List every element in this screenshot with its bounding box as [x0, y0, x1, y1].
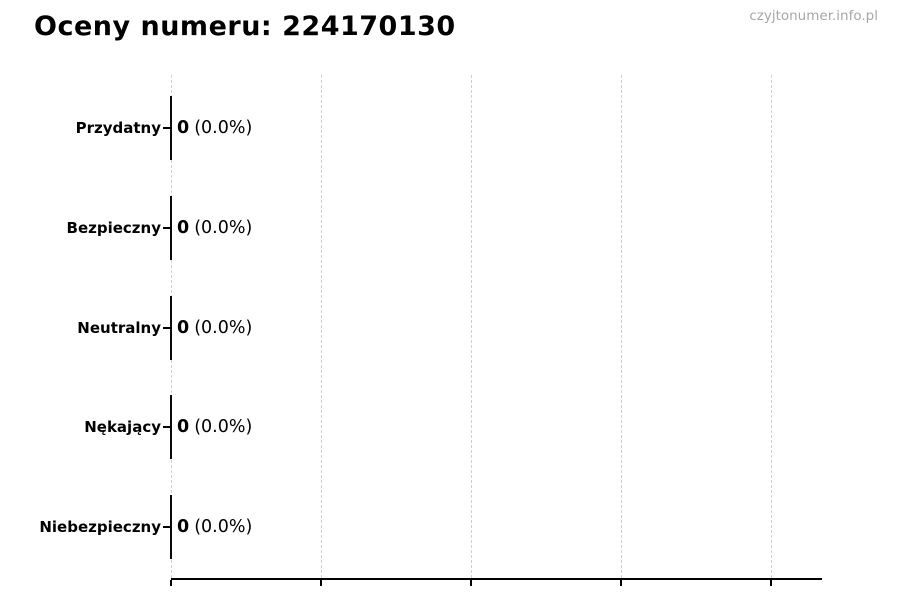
category-label: Nękający: [84, 418, 161, 436]
category-label: Bezpieczny: [66, 219, 161, 237]
bar: [170, 296, 172, 360]
y-axis-tick: [163, 526, 171, 528]
value-percent: (0.0%): [194, 318, 253, 338]
x-axis-tick: [320, 580, 322, 586]
category-label: Przydatny: [75, 119, 161, 137]
plot-area: [171, 75, 822, 580]
x-axis-tick: [620, 580, 622, 586]
value-count: 0: [177, 218, 190, 238]
bar: [170, 196, 172, 260]
chart-title: Oceny numeru: 224170130: [34, 11, 456, 42]
x-axis-tick: [470, 580, 472, 586]
x-axis-tick: [770, 580, 772, 586]
value-count: 0: [177, 318, 190, 338]
value-count: 0: [177, 417, 190, 437]
gridline: [771, 75, 772, 578]
value-label: 0 (0.0%): [177, 415, 252, 439]
x-axis-tick: [170, 580, 172, 586]
y-axis-tick: [163, 127, 171, 129]
gridline: [621, 75, 622, 578]
category-label: Neutralny: [77, 319, 161, 337]
value-label: 0 (0.0%): [177, 116, 252, 140]
value-count: 0: [177, 118, 190, 138]
gridline: [471, 75, 472, 578]
value-label: 0 (0.0%): [177, 216, 252, 240]
value-label: 0 (0.0%): [177, 515, 252, 539]
y-axis-tick: [163, 327, 171, 329]
y-axis-tick: [163, 227, 171, 229]
value-percent: (0.0%): [194, 517, 253, 537]
bar: [170, 96, 172, 160]
value-label: 0 (0.0%): [177, 316, 252, 340]
value-percent: (0.0%): [194, 118, 253, 138]
value-percent: (0.0%): [194, 218, 253, 238]
value-count: 0: [177, 517, 190, 537]
gridline: [321, 75, 322, 578]
bar: [170, 395, 172, 459]
value-percent: (0.0%): [194, 417, 253, 437]
y-axis-tick: [163, 426, 171, 428]
category-label: Niebezpieczny: [39, 518, 161, 536]
watermark-text: czyjtonumer.info.pl: [749, 8, 878, 24]
bar: [170, 495, 172, 559]
